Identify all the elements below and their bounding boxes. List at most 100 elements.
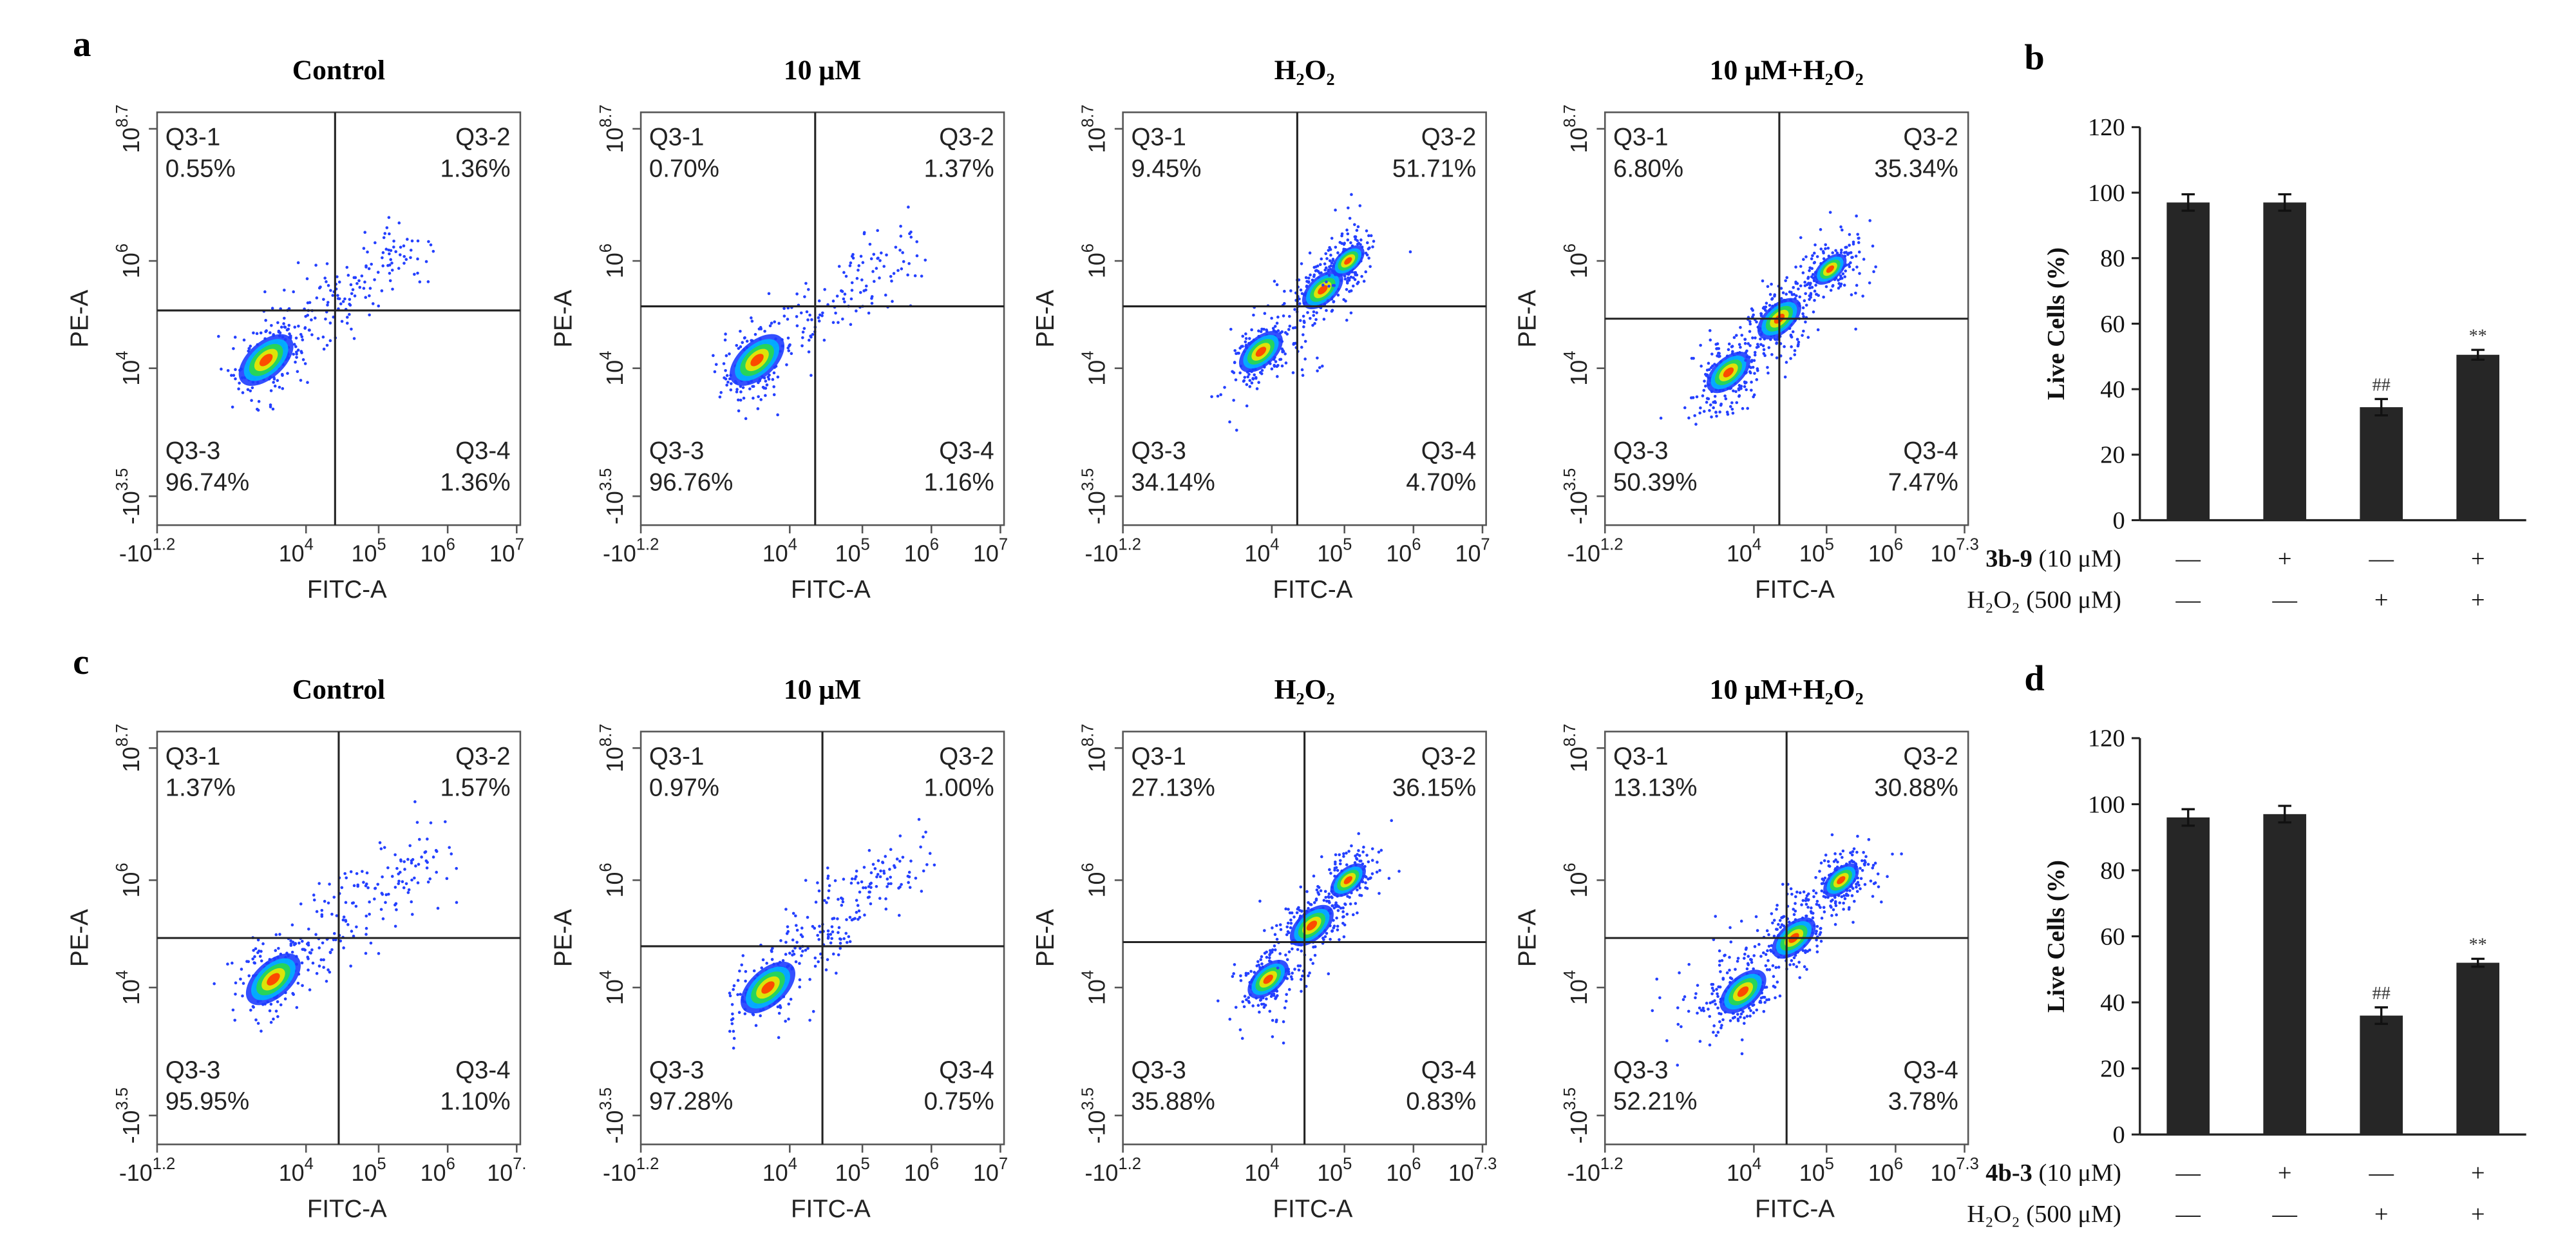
event-dot — [1831, 251, 1835, 254]
event-dot — [330, 948, 334, 951]
tick-exp: 3.5 — [1079, 468, 1097, 492]
tick-base: -10 — [1085, 1160, 1119, 1186]
tick-exp: 8.7 — [1079, 104, 1097, 128]
event-dot — [1288, 324, 1292, 328]
event-dot — [345, 316, 349, 319]
event-dot — [800, 344, 804, 348]
event-dot — [399, 858, 402, 862]
event-dot — [232, 347, 235, 350]
event-dot — [1712, 989, 1716, 993]
event-dot — [1245, 383, 1249, 387]
event-dot — [873, 280, 876, 283]
event-dot — [1243, 995, 1247, 998]
event-dot — [1794, 895, 1797, 899]
event-dot — [1317, 886, 1321, 889]
y-tick-label: 100 — [2088, 791, 2125, 818]
y-tick-label: -103.5 — [597, 468, 628, 524]
event-dot — [1714, 1034, 1718, 1037]
event-dot — [1301, 374, 1305, 377]
density-core — [1837, 876, 1846, 884]
event-dot — [382, 236, 386, 240]
event-dot — [322, 347, 326, 351]
event-dot — [1295, 911, 1299, 915]
event-dot — [364, 296, 368, 300]
event-dot — [402, 262, 406, 265]
event-dot — [231, 961, 234, 965]
event-dot — [1728, 926, 1732, 930]
event-dot — [848, 264, 852, 267]
event-dot — [365, 926, 368, 930]
event-dot — [1308, 251, 1312, 255]
event-dot — [1749, 366, 1753, 369]
event-dot — [1851, 886, 1855, 890]
event-dot — [241, 994, 244, 998]
event-dot — [735, 343, 739, 347]
event-dot — [374, 241, 377, 245]
event-dot — [1802, 258, 1805, 262]
plot-title: Control — [292, 674, 385, 705]
event-dot — [875, 884, 878, 888]
event-dot — [1690, 356, 1694, 360]
event-dot — [377, 304, 381, 308]
event-dot — [292, 290, 296, 294]
event-dot — [1370, 847, 1374, 850]
y-tick-label: -103.5 — [597, 1087, 628, 1143]
y-axis-label: PE-A — [549, 909, 577, 967]
event-dot — [1824, 854, 1828, 857]
event-dot — [1289, 918, 1293, 922]
event-dot — [1790, 335, 1794, 339]
tick-base: 10 — [1727, 1160, 1752, 1186]
event-dot — [1242, 1005, 1246, 1009]
quadrant-name: Q3-2 — [455, 743, 510, 770]
event-dot — [835, 971, 838, 975]
event-dot — [1320, 271, 1323, 274]
event-dot — [1312, 874, 1316, 878]
event-dot — [383, 846, 386, 849]
event-dot — [1736, 957, 1740, 960]
event-dot — [1771, 964, 1775, 968]
event-dot — [1719, 970, 1722, 973]
event-dot — [1771, 921, 1774, 925]
x-tick-label: 106 — [904, 1155, 939, 1186]
event-dot — [283, 997, 287, 1001]
event-dot — [299, 379, 303, 382]
event-dot — [346, 923, 350, 926]
event-dot — [330, 912, 334, 916]
x-tick-label: 107 — [973, 1155, 1008, 1186]
event-dot — [1861, 859, 1864, 863]
event-dot — [1764, 953, 1768, 957]
event-dot — [1364, 881, 1367, 884]
tick-exp: 4 — [1752, 536, 1761, 554]
quadrant-percent: 1.36% — [440, 468, 511, 496]
event-dot — [1792, 908, 1795, 911]
event-dot — [830, 925, 834, 928]
event-dot — [303, 326, 307, 329]
event-dot — [320, 915, 324, 918]
event-dot — [850, 289, 854, 292]
event-dot — [1311, 323, 1314, 327]
event-dot — [1247, 372, 1251, 376]
event-dot — [1727, 342, 1731, 346]
event-dot — [1801, 334, 1804, 337]
event-dot — [1708, 1043, 1712, 1047]
x-tick-label: 105 — [835, 536, 870, 567]
event-dot — [1774, 996, 1777, 1000]
event-dot — [1842, 901, 1845, 905]
condition-sign: + — [2471, 1201, 2485, 1228]
event-dot — [1353, 223, 1356, 226]
event-dot — [909, 235, 913, 239]
event-dot — [1263, 929, 1266, 932]
event-dot — [1765, 929, 1769, 933]
event-dot — [416, 271, 419, 275]
event-dot — [315, 971, 319, 975]
event-dot — [1846, 893, 1850, 897]
event-dot — [393, 924, 397, 928]
event-dot — [1834, 249, 1837, 253]
tick-base: 10 — [973, 1160, 999, 1186]
event-dot — [339, 302, 343, 306]
event-dot — [1841, 228, 1844, 232]
event-dot — [1289, 926, 1293, 930]
tick-exp: 6 — [446, 1155, 455, 1173]
event-dot — [306, 314, 310, 317]
event-dot — [878, 897, 882, 900]
